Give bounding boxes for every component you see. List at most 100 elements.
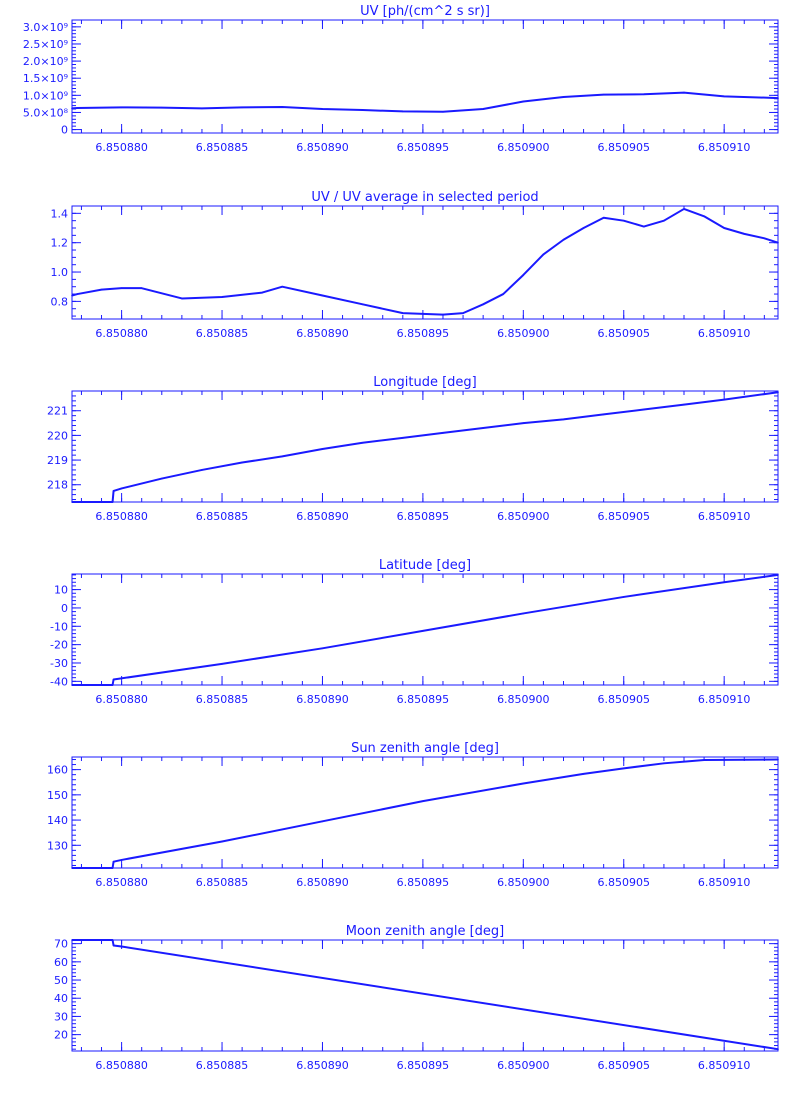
data-point [111, 501, 114, 503]
data-point [723, 95, 725, 98]
data-point [321, 647, 324, 650]
data-point [112, 944, 115, 947]
data-point [321, 108, 324, 110]
data-point [683, 91, 685, 94]
data-point [221, 296, 223, 298]
x-tick-label: 6.850910 [698, 1059, 751, 1072]
y-tick-label: 1.0 [51, 266, 69, 279]
x-tick-label: 6.850880 [95, 510, 148, 523]
series-line [71, 207, 779, 316]
y-tick-label: 150 [47, 789, 68, 802]
data-point [140, 287, 143, 289]
x-tick-label: 6.850900 [497, 693, 550, 706]
x-tick-label: 6.850905 [597, 327, 650, 340]
data-point [622, 767, 625, 770]
y-tick-label: 220 [47, 429, 68, 442]
data-point [160, 106, 163, 109]
data-point [120, 487, 123, 490]
data-point [120, 945, 123, 948]
data-point [71, 294, 73, 297]
data-point [777, 241, 779, 244]
data-point [522, 274, 525, 276]
data-point [482, 427, 484, 429]
x-tick-label: 6.850910 [698, 141, 751, 154]
plot-frame [71, 19, 779, 134]
data-point [663, 219, 665, 222]
x-tick-label: 6.850900 [497, 1059, 550, 1072]
panel-6: Moon zenith angle [deg] 20 30 40 50 60 70 6.850… [54, 924, 779, 1072]
data-point [361, 109, 364, 111]
data-point [723, 581, 725, 584]
plot-frame [71, 756, 779, 869]
y-tick-label: -30 [50, 657, 68, 670]
data-point [321, 294, 324, 297]
data-point [482, 108, 484, 110]
y-tick-label: 50 [54, 974, 68, 987]
data-point [321, 820, 324, 823]
data-point [361, 442, 364, 444]
x-tick-label: 6.850900 [497, 141, 550, 154]
data-point [71, 939, 73, 941]
y-tick-label: 221 [47, 405, 68, 418]
data-point [777, 97, 779, 99]
data-point [76, 107, 79, 109]
data-point [777, 391, 779, 394]
data-point [281, 285, 284, 288]
data-point [622, 596, 625, 598]
data-point [111, 939, 114, 941]
data-point [462, 312, 464, 314]
plot-frame [71, 390, 779, 503]
data-point [582, 773, 585, 775]
data-point [321, 448, 324, 450]
x-tick-label: 6.850895 [397, 876, 450, 889]
data-point [582, 227, 585, 229]
x-tick-label: 6.850885 [196, 693, 249, 706]
panel-title: UV [ph/(cm^2 s sr)] [360, 4, 490, 19]
data-point [112, 860, 115, 863]
y-tick-label: 60 [54, 956, 68, 969]
series-line [72, 758, 779, 869]
data-point [703, 759, 705, 761]
data-point [281, 455, 284, 458]
data-point [71, 867, 73, 869]
x-tick-label: 6.850905 [597, 876, 650, 889]
data-point [777, 1048, 779, 1050]
y-tick-label: 218 [47, 479, 68, 492]
data-point [160, 477, 163, 480]
panel-5: Sun zenith angle [deg] 130 140 150 160 6.8508… [47, 741, 779, 889]
x-tick-label: 6.850905 [597, 1059, 650, 1072]
data-point [522, 782, 525, 785]
data-point [542, 253, 545, 256]
x-tick-label: 6.850880 [95, 327, 148, 340]
data-point [502, 293, 505, 295]
y-tick-label: 5.0×10⁸ [23, 106, 69, 119]
data-point [683, 403, 685, 406]
panel-title: Sun zenith angle [deg] [351, 741, 499, 756]
data-point [723, 227, 725, 229]
data-point [522, 100, 525, 103]
panel-4: Latitude [deg] -40 -30 -20 -10 0 10 6.850880 6.8… [50, 558, 779, 706]
data-point [71, 501, 73, 503]
data-point [777, 574, 779, 576]
panel-title: Longitude [deg] [373, 375, 476, 390]
y-tick-label: 0.8 [51, 295, 69, 308]
panel-1: UV [ph/(cm^2 s sr)] 0 5.0×10⁸ 1.0×10⁹ 1.5×10… [23, 4, 779, 154]
y-tick-label: 0 [61, 124, 68, 137]
x-tick-label: 6.850890 [296, 693, 349, 706]
y-tick-label: 1.0×10⁹ [23, 89, 68, 102]
x-tick-label: 6.850895 [397, 1059, 450, 1072]
data-point [643, 225, 645, 228]
x-tick-label: 6.850910 [698, 693, 751, 706]
data-point [76, 293, 79, 295]
x-tick-label: 6.850895 [397, 327, 450, 340]
x-tick-label: 6.850910 [698, 876, 751, 889]
data-point [683, 208, 685, 210]
y-tick-label: 10 [54, 584, 68, 597]
data-point [442, 313, 444, 316]
x-tick-label: 6.850900 [497, 876, 550, 889]
data-point [261, 291, 264, 294]
data-point [361, 303, 364, 306]
x-tick-label: 6.850890 [296, 1059, 349, 1072]
y-tick-label: 160 [47, 764, 68, 777]
